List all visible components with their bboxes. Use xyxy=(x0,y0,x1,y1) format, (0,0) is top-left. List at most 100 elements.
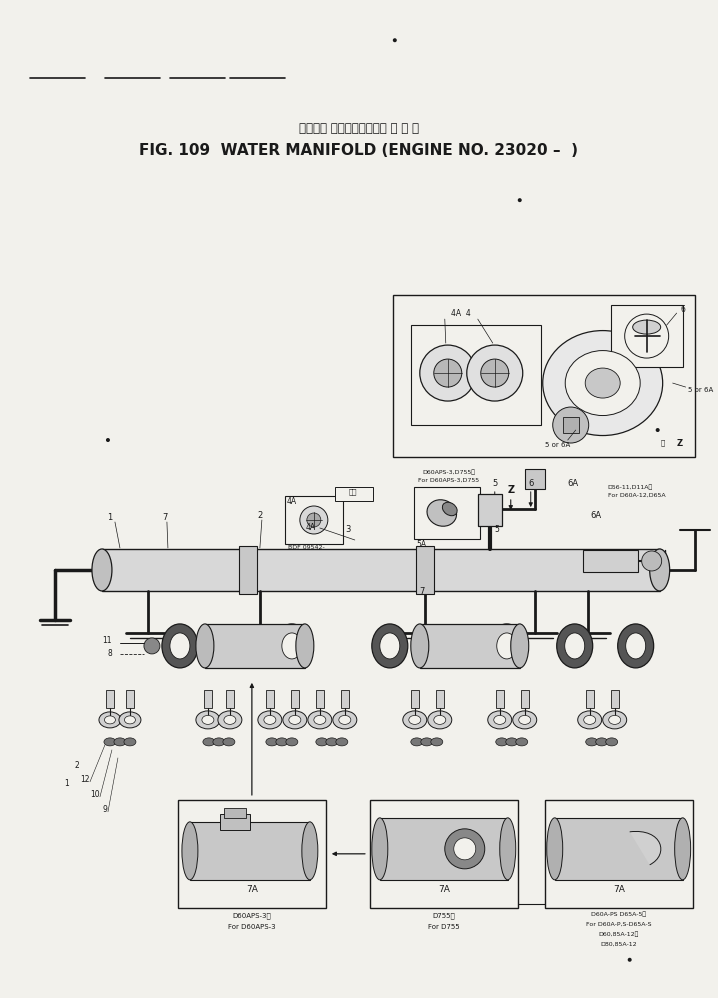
Ellipse shape xyxy=(565,350,640,415)
Circle shape xyxy=(454,838,476,860)
Text: 6A: 6A xyxy=(590,512,601,521)
Ellipse shape xyxy=(403,711,426,729)
Ellipse shape xyxy=(224,716,236,725)
Text: 4A  4: 4A 4 xyxy=(451,308,470,317)
Circle shape xyxy=(467,345,523,401)
PathPatch shape xyxy=(630,831,661,865)
Ellipse shape xyxy=(602,711,627,729)
Bar xyxy=(414,487,480,539)
Ellipse shape xyxy=(289,716,301,725)
Text: 12: 12 xyxy=(80,775,90,784)
Ellipse shape xyxy=(162,624,198,668)
Ellipse shape xyxy=(505,738,518,746)
Text: 7: 7 xyxy=(162,514,167,523)
Text: 11: 11 xyxy=(103,637,112,646)
Text: 6: 6 xyxy=(681,304,686,313)
Ellipse shape xyxy=(258,711,282,729)
Ellipse shape xyxy=(513,711,537,729)
Bar xyxy=(126,690,134,708)
Ellipse shape xyxy=(596,738,607,746)
Ellipse shape xyxy=(617,624,653,668)
Text: FIG. 109  WATER MANIFOLD (ENGINE NO. 23020 –  ): FIG. 109 WATER MANIFOLD (ENGINE NO. 2302… xyxy=(139,143,578,158)
Text: For D60A-P,S-D65A-S: For D60A-P,S-D65A-S xyxy=(586,921,651,926)
Ellipse shape xyxy=(314,716,326,725)
Text: 10: 10 xyxy=(90,790,100,799)
Ellipse shape xyxy=(302,821,318,880)
Text: 7A: 7A xyxy=(246,885,258,894)
Ellipse shape xyxy=(584,716,596,725)
Ellipse shape xyxy=(489,624,525,668)
Bar xyxy=(370,799,518,908)
Ellipse shape xyxy=(308,711,332,729)
Text: 8: 8 xyxy=(107,650,112,659)
Bar xyxy=(545,799,693,908)
Ellipse shape xyxy=(202,716,214,725)
Ellipse shape xyxy=(124,716,136,724)
Bar xyxy=(226,690,234,708)
Bar xyxy=(266,690,274,708)
Text: 6: 6 xyxy=(528,478,533,487)
Ellipse shape xyxy=(543,330,663,435)
Text: For D755: For D755 xyxy=(428,924,460,930)
Ellipse shape xyxy=(339,716,351,725)
Bar xyxy=(563,417,579,433)
Ellipse shape xyxy=(494,716,505,725)
Ellipse shape xyxy=(434,716,446,725)
Ellipse shape xyxy=(276,738,288,746)
Circle shape xyxy=(625,314,668,358)
Circle shape xyxy=(420,345,476,401)
Circle shape xyxy=(642,551,662,571)
Bar xyxy=(477,494,502,526)
Bar xyxy=(285,496,342,544)
Bar xyxy=(106,690,114,708)
Bar xyxy=(555,817,683,880)
Bar xyxy=(420,624,520,668)
Ellipse shape xyxy=(380,633,400,659)
Ellipse shape xyxy=(218,711,242,729)
Text: For D60APS-3: For D60APS-3 xyxy=(228,924,276,930)
Circle shape xyxy=(307,513,321,527)
Text: 矢印: 矢印 xyxy=(348,489,357,495)
Bar xyxy=(411,325,541,425)
Text: 2: 2 xyxy=(257,512,263,521)
Text: D56-11,D11A用: D56-11,D11A用 xyxy=(607,484,653,490)
Ellipse shape xyxy=(421,738,433,746)
Ellipse shape xyxy=(282,633,302,659)
Text: 3: 3 xyxy=(345,526,350,535)
Bar xyxy=(316,690,324,708)
Ellipse shape xyxy=(546,817,563,880)
Ellipse shape xyxy=(633,320,661,334)
Ellipse shape xyxy=(650,549,670,591)
Ellipse shape xyxy=(326,738,338,746)
Circle shape xyxy=(656,428,660,432)
Ellipse shape xyxy=(203,738,215,746)
Ellipse shape xyxy=(92,549,112,591)
Ellipse shape xyxy=(182,821,198,880)
Bar xyxy=(220,813,250,829)
Text: Z: Z xyxy=(507,485,514,495)
Text: BDF 09542-: BDF 09542- xyxy=(288,545,325,550)
Text: 7: 7 xyxy=(419,588,424,597)
Ellipse shape xyxy=(409,716,421,725)
Text: 7A: 7A xyxy=(438,885,449,894)
Ellipse shape xyxy=(606,738,617,746)
Text: For D60A-12,D65A: For D60A-12,D65A xyxy=(607,492,666,497)
Bar xyxy=(190,821,310,880)
Ellipse shape xyxy=(223,738,235,746)
Bar xyxy=(411,690,419,708)
Circle shape xyxy=(393,38,397,42)
Ellipse shape xyxy=(316,738,328,746)
Ellipse shape xyxy=(372,817,388,880)
Circle shape xyxy=(628,958,632,962)
Ellipse shape xyxy=(124,738,136,746)
Ellipse shape xyxy=(497,633,517,659)
Ellipse shape xyxy=(99,712,121,728)
Circle shape xyxy=(553,407,589,443)
Text: 5 or 6A: 5 or 6A xyxy=(688,387,713,393)
Text: Z: Z xyxy=(676,438,683,447)
Text: D80,85A-12: D80,85A-12 xyxy=(600,941,637,946)
Ellipse shape xyxy=(578,711,602,729)
Ellipse shape xyxy=(500,817,516,880)
Ellipse shape xyxy=(114,738,126,746)
Text: 5: 5 xyxy=(494,526,499,535)
